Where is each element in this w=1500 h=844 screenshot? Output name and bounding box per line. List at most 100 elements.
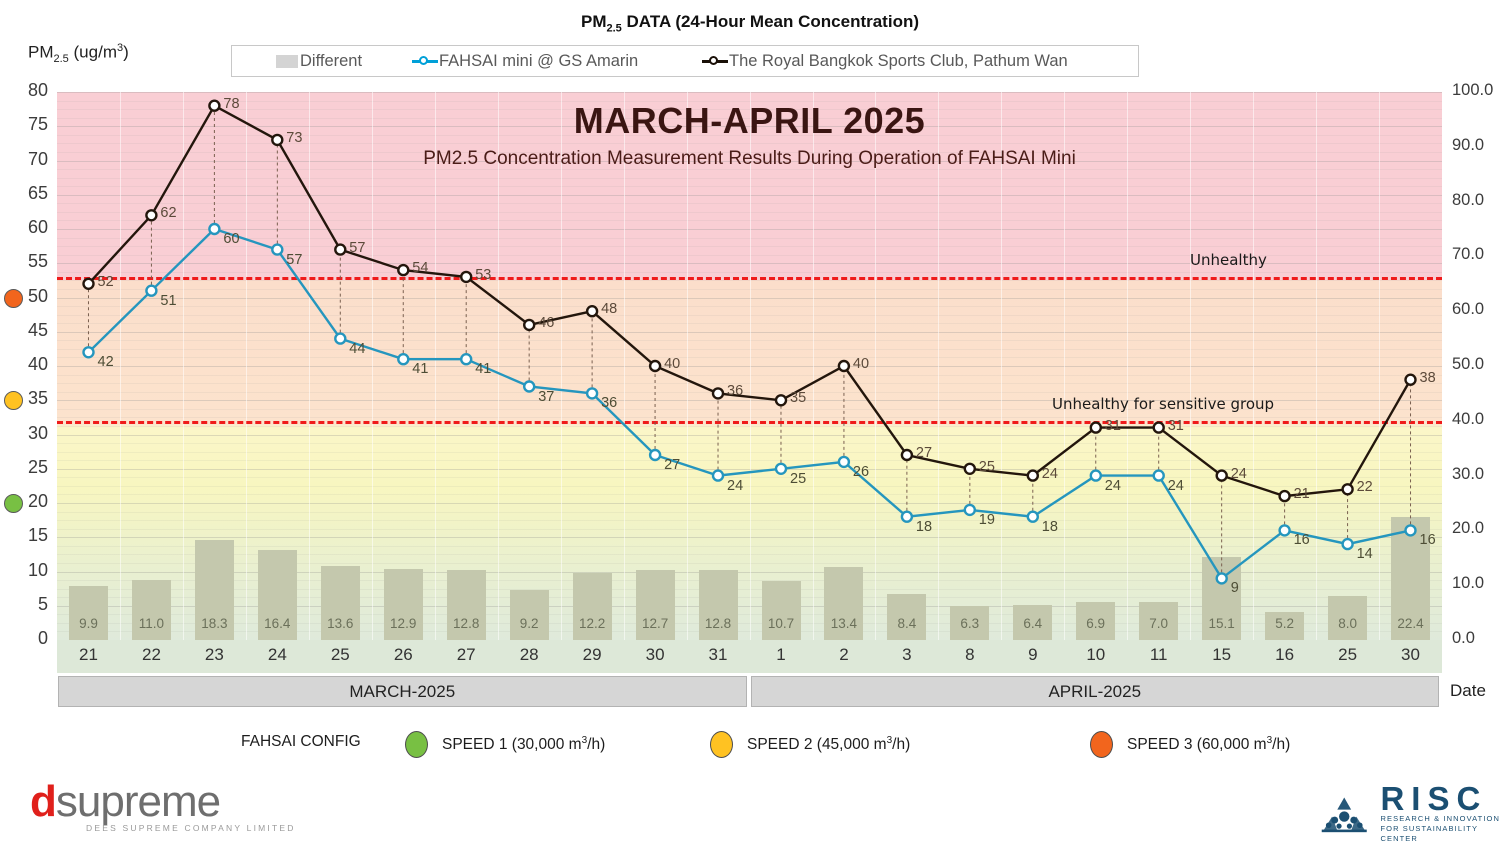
bar-value-label: 9.2 xyxy=(519,616,539,631)
x-axis-tick-label: 23 xyxy=(204,645,224,664)
series-point-marker xyxy=(208,222,221,236)
dsupreme-logo-d: d xyxy=(30,777,57,826)
series-point-marker xyxy=(900,448,914,462)
data-point-label: 52 xyxy=(97,273,114,290)
series-point-marker xyxy=(82,277,95,291)
threshold-label: Unhealthy for sensitive group xyxy=(1052,394,1275,413)
y-axis-right-tick-label: 70.0 xyxy=(1452,245,1485,264)
threshold-line xyxy=(57,420,1442,424)
page-title-prefix: PM xyxy=(581,12,607,31)
data-point-label: 40 xyxy=(664,356,681,372)
page-title-main: DATA (24-Hour Mean Concentration) xyxy=(626,12,919,31)
legend-item-1: FAHSAI mini @ GS Amarin xyxy=(412,52,638,71)
y-axis-left-tick-label: 55 xyxy=(27,251,48,272)
gridline-vertical xyxy=(1190,92,1192,640)
bar-value-label: 12.2 xyxy=(578,616,606,631)
data-point-label: 36 xyxy=(727,383,744,400)
data-point-label: 18 xyxy=(1041,518,1058,535)
y-axis-left-tick-label: 70 xyxy=(27,148,48,169)
x-axis-tick-label: 31 xyxy=(708,645,728,664)
bar xyxy=(1013,604,1053,640)
series-point-marker xyxy=(271,133,284,147)
series-point-marker xyxy=(1215,572,1228,585)
speed-marker-dot xyxy=(4,494,23,513)
bar xyxy=(446,569,486,640)
config-legend-item: SPEED 1 (30,000 m3/h) xyxy=(405,731,605,758)
x-axis-tick-label: 25 xyxy=(1338,645,1358,664)
bar-value-label: 16.4 xyxy=(264,616,291,631)
bar xyxy=(320,565,360,640)
data-point-label: 16 xyxy=(1419,532,1436,549)
x-axis-tick-label: 26 xyxy=(393,645,413,664)
series-point-marker xyxy=(900,510,914,523)
y-axis-right-tick-label: 80.0 xyxy=(1452,190,1485,209)
config-speed-dot-icon xyxy=(710,731,733,758)
config-speed-dot-icon xyxy=(1090,731,1113,758)
series-line xyxy=(87,104,1412,498)
series-point-marker xyxy=(460,353,473,366)
y-axis-left-tick-label: 15 xyxy=(27,525,48,546)
bar-value-label: 18.3 xyxy=(201,616,228,631)
page-title: PM2.5 DATA (24-Hour Mean Concentration) xyxy=(0,12,1500,34)
x-axis-tick-label: 29 xyxy=(582,645,602,664)
x-axis-title: Date xyxy=(1450,681,1486,700)
data-point-label: 24 xyxy=(1041,465,1058,482)
bar xyxy=(887,594,927,640)
x-axis-tick-label: 24 xyxy=(267,645,287,664)
x-axis-tick-label: 10 xyxy=(1086,645,1106,664)
x-axis-tick-label: 27 xyxy=(456,645,476,664)
series-point-marker xyxy=(523,318,536,332)
plot-area: 9.9 11.0 18.3 16.4 13.6 12.9 12.8 9.2 12.2 12.7 12… xyxy=(57,92,1442,640)
bar xyxy=(950,605,990,640)
legend-label: FAHSAI mini @ GS Amarin xyxy=(439,51,639,70)
config-speed-dot-icon xyxy=(405,731,428,758)
bar-value-label: 11.0 xyxy=(138,616,165,631)
series-point-marker xyxy=(271,243,284,256)
threshold-label: Unhealthy xyxy=(1190,250,1267,269)
gridline-vertical xyxy=(182,92,184,640)
bar-value-label: 9.9 xyxy=(79,616,98,631)
series-point-marker xyxy=(648,448,662,462)
data-point-label: 78 xyxy=(223,95,240,112)
legend-label: Different xyxy=(300,51,363,70)
gridline-vertical xyxy=(749,92,751,640)
config-legend-item: SPEED 2 (45,000 m3/h) xyxy=(710,731,910,758)
y-axis-right-tick-label: 50.0 xyxy=(1452,355,1485,373)
bar-value-label: 8.4 xyxy=(897,616,917,631)
y-axis-left-tick-label: 60 xyxy=(27,217,48,237)
bar-value-label: 6.3 xyxy=(960,616,980,631)
series-point-marker xyxy=(1215,469,1228,482)
series-point-marker xyxy=(711,469,725,482)
bar-value-label: 7.0 xyxy=(1149,616,1169,631)
series-point-marker xyxy=(585,304,599,318)
data-point-label: 19 xyxy=(978,511,995,528)
y-axis-caption-sub: 2.5 xyxy=(53,53,69,66)
config-legend-item: SPEED 3 (60,000 m3/h) xyxy=(1090,731,1290,758)
gridline-vertical xyxy=(812,92,814,640)
bar xyxy=(194,539,234,640)
speed-marker-dot xyxy=(4,391,23,411)
legend-swatch-icon xyxy=(276,54,298,68)
y-axis-left-tick-label: 45 xyxy=(27,319,48,340)
y-axis-left-tick-label: 40 xyxy=(27,354,48,374)
y-axis-right-tick-label: 30.0 xyxy=(1452,464,1485,483)
data-point-label: 38 xyxy=(1419,369,1436,386)
bar-value-label: 15.1 xyxy=(1208,616,1235,631)
data-point-label: 57 xyxy=(349,239,366,256)
bar xyxy=(1265,611,1305,640)
y-axis-right-tick-label: 90.0 xyxy=(1452,135,1485,154)
bar xyxy=(698,569,738,640)
series-point-marker xyxy=(963,462,976,475)
x-axis-tick-label: 2 xyxy=(839,645,849,664)
series-point-marker xyxy=(397,353,410,366)
series-point-marker xyxy=(1278,524,1291,537)
y-axis-left-tick-label: 10 xyxy=(27,559,48,580)
bar-value-label: 6.9 xyxy=(1086,616,1106,631)
data-point-label: 16 xyxy=(1293,532,1310,549)
bar xyxy=(1139,601,1179,640)
series-point-marker xyxy=(1341,483,1354,496)
data-point-label: 26 xyxy=(852,463,870,480)
bar xyxy=(635,570,675,640)
series-point-marker xyxy=(523,380,536,393)
bar xyxy=(69,585,108,640)
